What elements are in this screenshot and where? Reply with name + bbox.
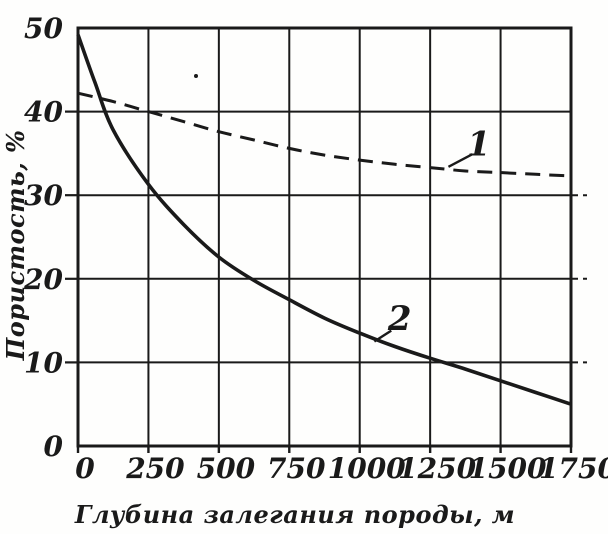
scan-speckle	[194, 74, 198, 78]
curve-2-solid	[76, 34, 572, 406]
leader-line-1	[447, 153, 473, 168]
x-axis-title: Глубина залегания породы, м	[74, 500, 515, 529]
plot-border	[76, 26, 573, 448]
curve-label-2: 2	[387, 299, 412, 339]
leader-line-2	[373, 329, 392, 343]
x-tick-label-750: 750	[267, 452, 326, 485]
y-tick-label-10: 10	[24, 346, 63, 379]
y-tick-label-30: 30	[24, 179, 63, 212]
x-tick-label-1250: 1250	[398, 452, 476, 485]
y-tick-label-20: 20	[23, 263, 63, 296]
x-tick-label-500: 500	[197, 452, 256, 485]
curve-1-dashed	[77, 91, 572, 178]
y-tick-label-50: 50	[24, 12, 63, 45]
y-tick-label-0: 0	[44, 430, 64, 463]
y-tick-label-40: 40	[24, 96, 63, 129]
y-axis-title: Пористость, %	[1, 130, 30, 362]
curve-label-1: 1	[467, 124, 491, 164]
x-tick-label-1500: 1500	[469, 452, 547, 485]
x-tick-label-250: 250	[125, 452, 185, 485]
x-tick-label-1000: 1000	[328, 452, 406, 485]
x-tick-label-0: 0	[75, 452, 95, 485]
